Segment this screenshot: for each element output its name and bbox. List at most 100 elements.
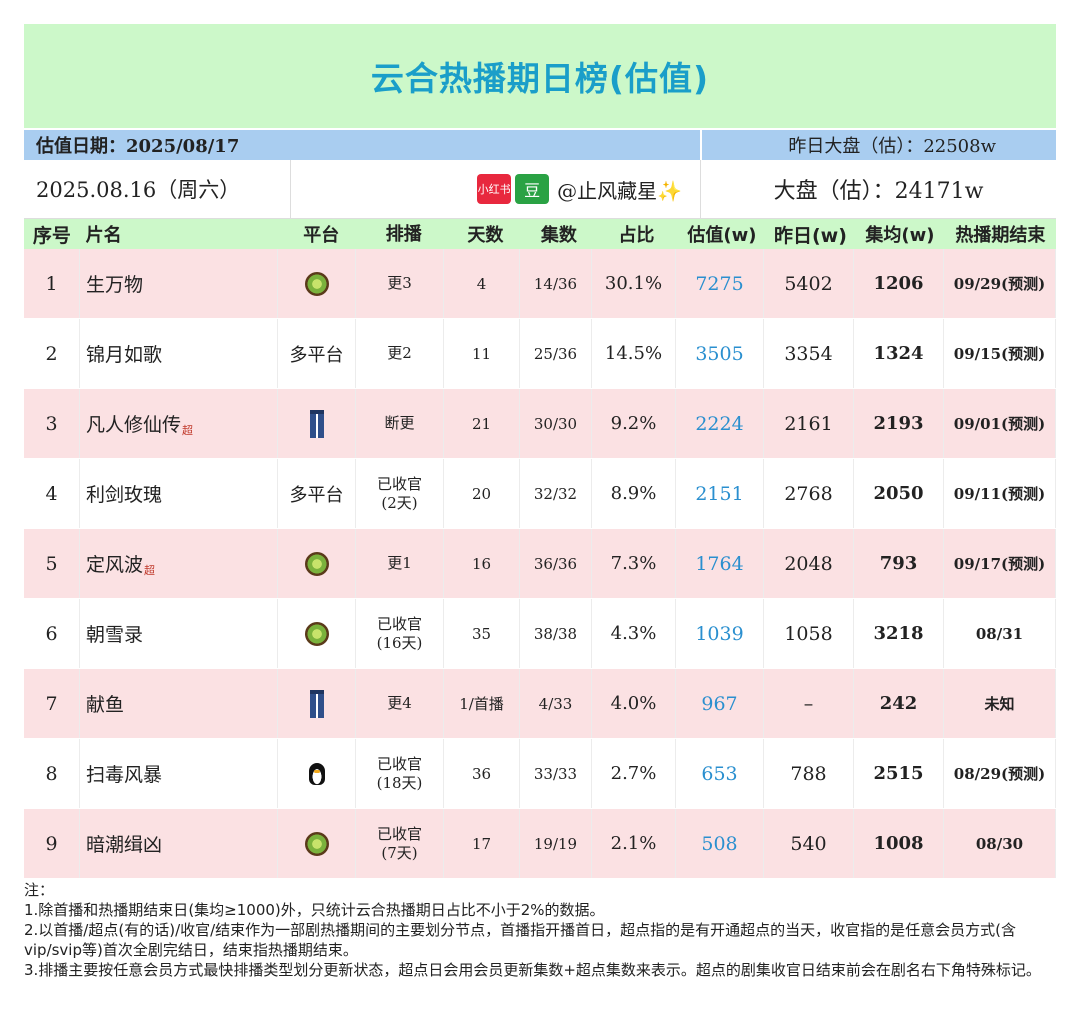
table-row: 9 暗潮缉凶 已收官 (7天) 17 19/19 2.1% 508 540 1008 08/30 <box>24 809 1056 879</box>
drama-title: 暗潮缉凶 <box>86 834 163 856</box>
yesterday-cell: 5402 <box>764 249 854 318</box>
ranking-sheet: 云合热播期日榜(估值) 估值日期：2025/08/17 昨日大盘（估）：2250… <box>24 24 1056 879</box>
share-cell: 2.7% <box>592 739 676 808</box>
platform-label: 多平台 <box>289 484 344 506</box>
schedule-days: (7天) <box>381 843 418 862</box>
schedule-days: (16天) <box>376 633 423 652</box>
title-cell: 朝雪录 <box>80 599 278 668</box>
schedule-cell: 更1 <box>356 529 444 598</box>
days-cell: 11 <box>444 319 520 388</box>
schedule-status: 更3 <box>387 274 412 292</box>
estimate-cell: 1764 <box>676 529 764 598</box>
schedule-cell: 已收官 (2天) <box>356 459 444 528</box>
platform-cell: 多平台 <box>278 319 356 388</box>
title-bar: 云合热播期日榜(估值) <box>24 24 1056 128</box>
col-header: 昨日(w) <box>773 224 847 247</box>
estimate-cell: 7275 <box>676 249 764 318</box>
rank-cell: 2 <box>24 319 80 388</box>
table-row: 6 朝雪录 已收官 (16天) 35 38/38 4.3% 1039 1058 3218 08/31 <box>24 599 1056 669</box>
share-cell: 14.5% <box>592 319 676 388</box>
end-date-cell: 09/29(预测) <box>944 249 1056 318</box>
title-cell: 献鱼 <box>80 669 278 738</box>
estimate-date: 估值日期：2025/08/17 <box>24 130 700 160</box>
title-cell: 扫毒风暴 <box>80 739 278 808</box>
estimate-cell: 1039 <box>676 599 764 668</box>
estimate-cell: 2224 <box>676 389 764 458</box>
drama-title: 锦月如歌 <box>86 344 163 366</box>
yesterday-cell: 2768 <box>764 459 854 528</box>
days-cell: 16 <box>444 529 520 598</box>
share-cell: 9.2% <box>592 389 676 458</box>
kiwi-icon <box>304 271 329 296</box>
episodes-cell: 33/33 <box>520 739 592 808</box>
table-body: 1 生万物 更3 4 14/36 30.1% 7275 5402 1206 09/29(预测) 2 锦… <box>24 249 1056 879</box>
rank-cell: 9 <box>24 809 80 878</box>
douban-icon: 豆 <box>515 174 550 204</box>
rank-cell: 4 <box>24 459 80 528</box>
share-cell: 4.0% <box>592 669 676 738</box>
end-date-cell: 09/11(预测) <box>944 459 1056 528</box>
schedule-status: 断更 <box>384 414 415 432</box>
title-cell: 凡人修仙传超 <box>80 389 278 458</box>
col-header: 片名 <box>85 225 122 246</box>
table-row: 4 利剑玫瑰 多平台 已收官 (2天) 20 32/32 8.9% 2151 2768 2050 09… <box>24 459 1056 529</box>
xiaohongshu-icon: 小红书 <box>477 174 512 204</box>
avg-cell: 1324 <box>854 319 944 388</box>
platform-cell <box>278 739 356 808</box>
yesterday-cell: 3354 <box>764 319 854 388</box>
jeans-icon <box>309 689 324 718</box>
schedule-days: (2天) <box>381 493 418 512</box>
drama-title: 利剑玫瑰 <box>86 484 163 506</box>
avg-cell: 793 <box>854 529 944 598</box>
super-mark: 超 <box>182 424 194 437</box>
estimate-cell: 3505 <box>676 319 764 388</box>
avg-cell: 242 <box>854 669 944 738</box>
yesterday-cell: 1058 <box>764 599 854 668</box>
schedule-cell: 断更 <box>356 389 444 458</box>
share-cell: 30.1% <box>592 249 676 318</box>
end-date-cell: 09/15(预测) <box>944 319 1056 388</box>
schedule-cell: 更4 <box>356 669 444 738</box>
share-cell: 7.3% <box>592 529 676 598</box>
avg-cell: 3218 <box>854 599 944 668</box>
author-credit: 小红书 豆 @止风藏星✨ <box>291 160 701 218</box>
jeans-icon <box>309 409 324 438</box>
table-header: 序号 片名 平台 排播 天数 集数 占比 估值(w) 昨日(w) 集均(w) 热… <box>24 219 1056 249</box>
end-date-cell: 08/30 <box>944 809 1056 878</box>
col-header: 热播期结束 <box>955 225 1046 246</box>
schedule-days: (18天) <box>376 773 423 792</box>
rank-cell: 5 <box>24 529 80 598</box>
episodes-cell: 19/19 <box>520 809 592 878</box>
end-date-cell: 未知 <box>944 669 1056 738</box>
total-market: 大盘（估）：24171w <box>773 179 984 204</box>
drama-title: 生万物 <box>86 274 144 296</box>
drama-title: 献鱼 <box>86 694 125 716</box>
episodes-cell: 32/32 <box>520 459 592 528</box>
col-header: 排播 <box>385 223 422 245</box>
schedule-cell: 更3 <box>356 249 444 318</box>
rank-cell: 6 <box>24 599 80 668</box>
drama-title: 凡人修仙传 <box>86 414 182 436</box>
footnote-3: 3.排播主要按任意会员方式最快排播类型划分更新状态，超点日会用会员更新集数+超点… <box>24 961 1041 979</box>
super-mark: 超 <box>144 564 156 577</box>
schedule-status: 更1 <box>387 554 412 572</box>
table-row: 5 定风波超更1 16 36/36 7.3% 1764 2048 793 09/17(预测) <box>24 529 1056 599</box>
end-date-cell: 09/01(预测) <box>944 389 1056 458</box>
footnote-2: 2.以首播/超点(有的话)/收官/结束作为一部剧热播期间的主要划分节点，首播指开… <box>24 921 1017 959</box>
title-cell: 生万物 <box>80 249 278 318</box>
platform-cell: 多平台 <box>278 459 356 528</box>
title-cell: 定风波超 <box>80 529 278 598</box>
yesterday-cell: 788 <box>764 739 854 808</box>
rank-cell: 7 <box>24 669 80 738</box>
platform-label: 多平台 <box>289 344 344 366</box>
footnote-heading: 注： <box>24 881 55 899</box>
title-cell: 锦月如歌 <box>80 319 278 388</box>
table-row: 3 凡人修仙传超断更 21 30/30 9.2% 2224 2161 2193 09/01(预测… <box>24 389 1056 459</box>
estimate-cell: 653 <box>676 739 764 808</box>
schedule-cell: 已收官 (7天) <box>356 809 444 878</box>
avg-cell: 1008 <box>854 809 944 878</box>
episodes-cell: 30/30 <box>520 389 592 458</box>
col-header: 集数 <box>540 225 577 246</box>
platform-cell <box>278 529 356 598</box>
share-cell: 4.3% <box>592 599 676 668</box>
